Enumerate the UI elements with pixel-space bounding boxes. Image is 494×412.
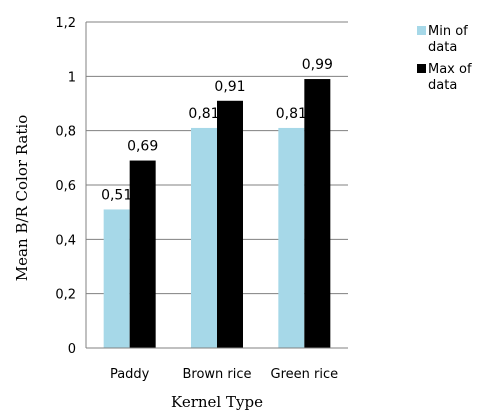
y-tick-label: 0,4 — [55, 233, 76, 248]
y-tick-label: 0,6 — [55, 179, 76, 194]
legend-label: data — [428, 78, 457, 93]
data-label: 0,69 — [127, 139, 158, 155]
y-tick-labels: 0 0,2 0,4 0,6 0,8 1 1,2 — [55, 16, 76, 357]
y-tick-label: 0,2 — [55, 288, 76, 303]
y-axis-title: Mean B/R Color Ratio — [13, 115, 31, 281]
bar-max — [217, 100, 243, 349]
data-labels: 0,51 0,69 0,81 0,91 0,81 0,99 — [101, 57, 333, 203]
y-tick-label: 1 — [68, 70, 76, 85]
legend-label: data — [428, 40, 457, 55]
x-axis-title: Kernel Type — [171, 393, 263, 411]
y-tick-label: 0 — [68, 342, 76, 357]
legend-swatch — [417, 26, 426, 35]
data-label: 0,81 — [276, 106, 307, 122]
bar-max — [304, 79, 331, 349]
legend-label: Min of — [428, 24, 468, 39]
bar-max — [129, 160, 156, 348]
data-label: 0,99 — [302, 57, 333, 73]
bars — [103, 79, 331, 349]
x-tick-labels: Paddy Brown rice Green rice — [110, 367, 338, 382]
data-label: 0,91 — [214, 79, 245, 95]
legend-swatch — [417, 64, 426, 73]
legend-label: Max of — [428, 62, 472, 77]
bar-min — [191, 127, 217, 348]
y-tick-label: 1,2 — [55, 16, 76, 31]
x-tick-label: Green rice — [271, 367, 339, 382]
axes — [85, 22, 348, 349]
x-tick-label: Brown rice — [182, 367, 251, 382]
y-tick-label: 0,8 — [55, 125, 76, 140]
bar-min — [103, 209, 130, 348]
data-label: 0,51 — [101, 187, 132, 203]
bar-min — [278, 127, 305, 348]
data-label: 0,81 — [188, 106, 219, 122]
x-tick-label: Paddy — [110, 367, 150, 382]
